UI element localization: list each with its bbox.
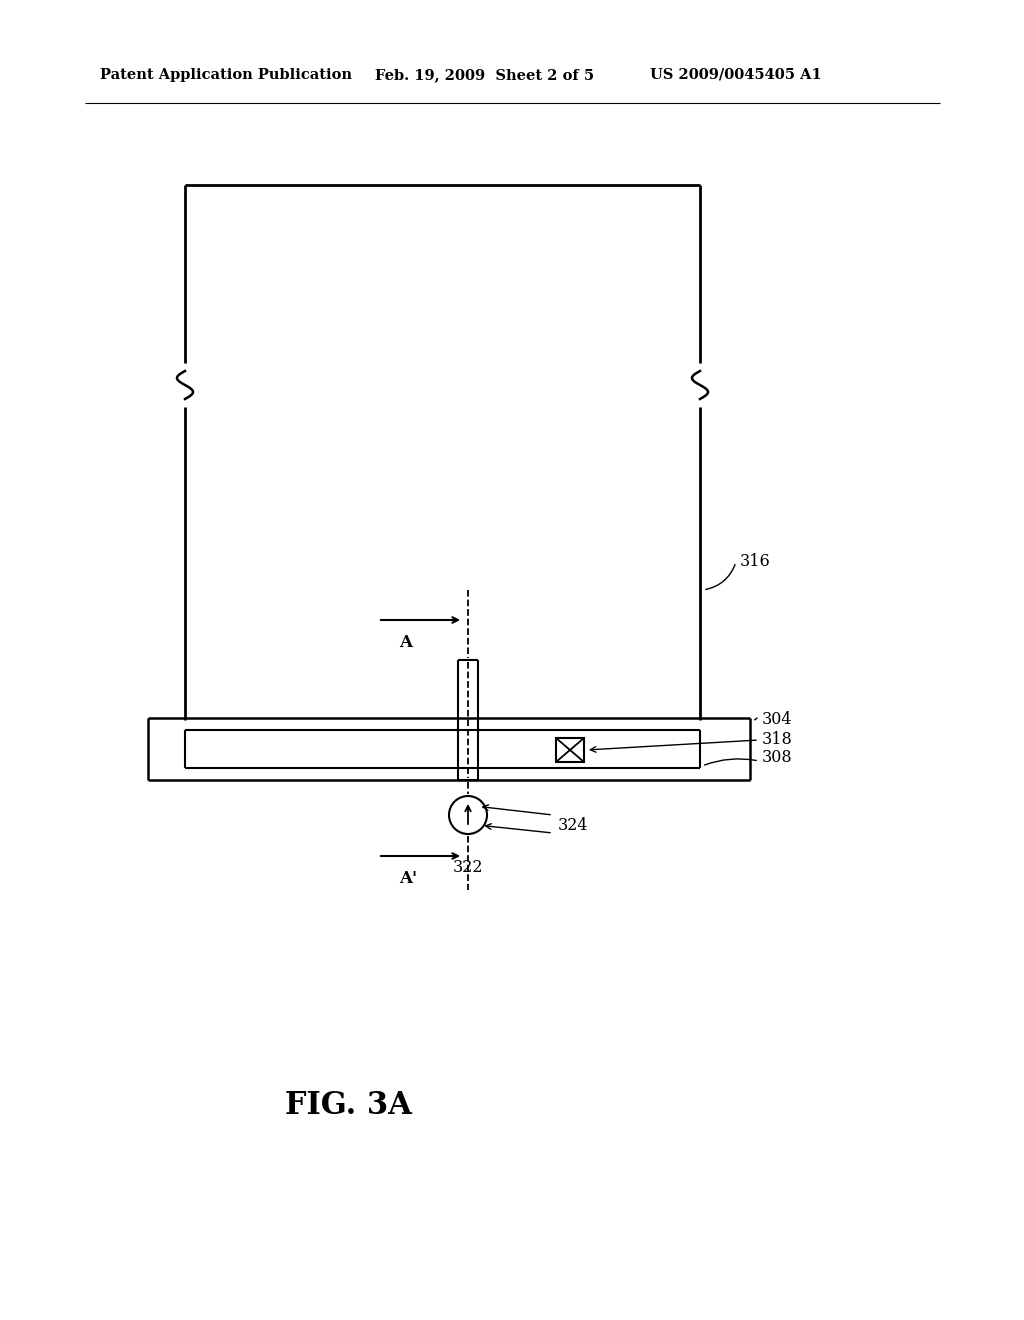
- Bar: [556, 738, 584, 762]
- Text: 316: 316: [740, 553, 771, 570]
- Text: 308: 308: [762, 750, 793, 767]
- Text: A': A': [399, 870, 417, 887]
- Text: 324: 324: [558, 817, 589, 833]
- Text: 304: 304: [762, 711, 793, 729]
- Text: FIG. 3A: FIG. 3A: [285, 1090, 412, 1121]
- Text: 318: 318: [762, 731, 793, 748]
- Text: US 2009/0045405 A1: US 2009/0045405 A1: [650, 69, 821, 82]
- Text: Patent Application Publication: Patent Application Publication: [100, 69, 352, 82]
- Text: Feb. 19, 2009  Sheet 2 of 5: Feb. 19, 2009 Sheet 2 of 5: [375, 69, 594, 82]
- Text: A: A: [399, 634, 413, 651]
- Text: 322: 322: [453, 859, 483, 876]
